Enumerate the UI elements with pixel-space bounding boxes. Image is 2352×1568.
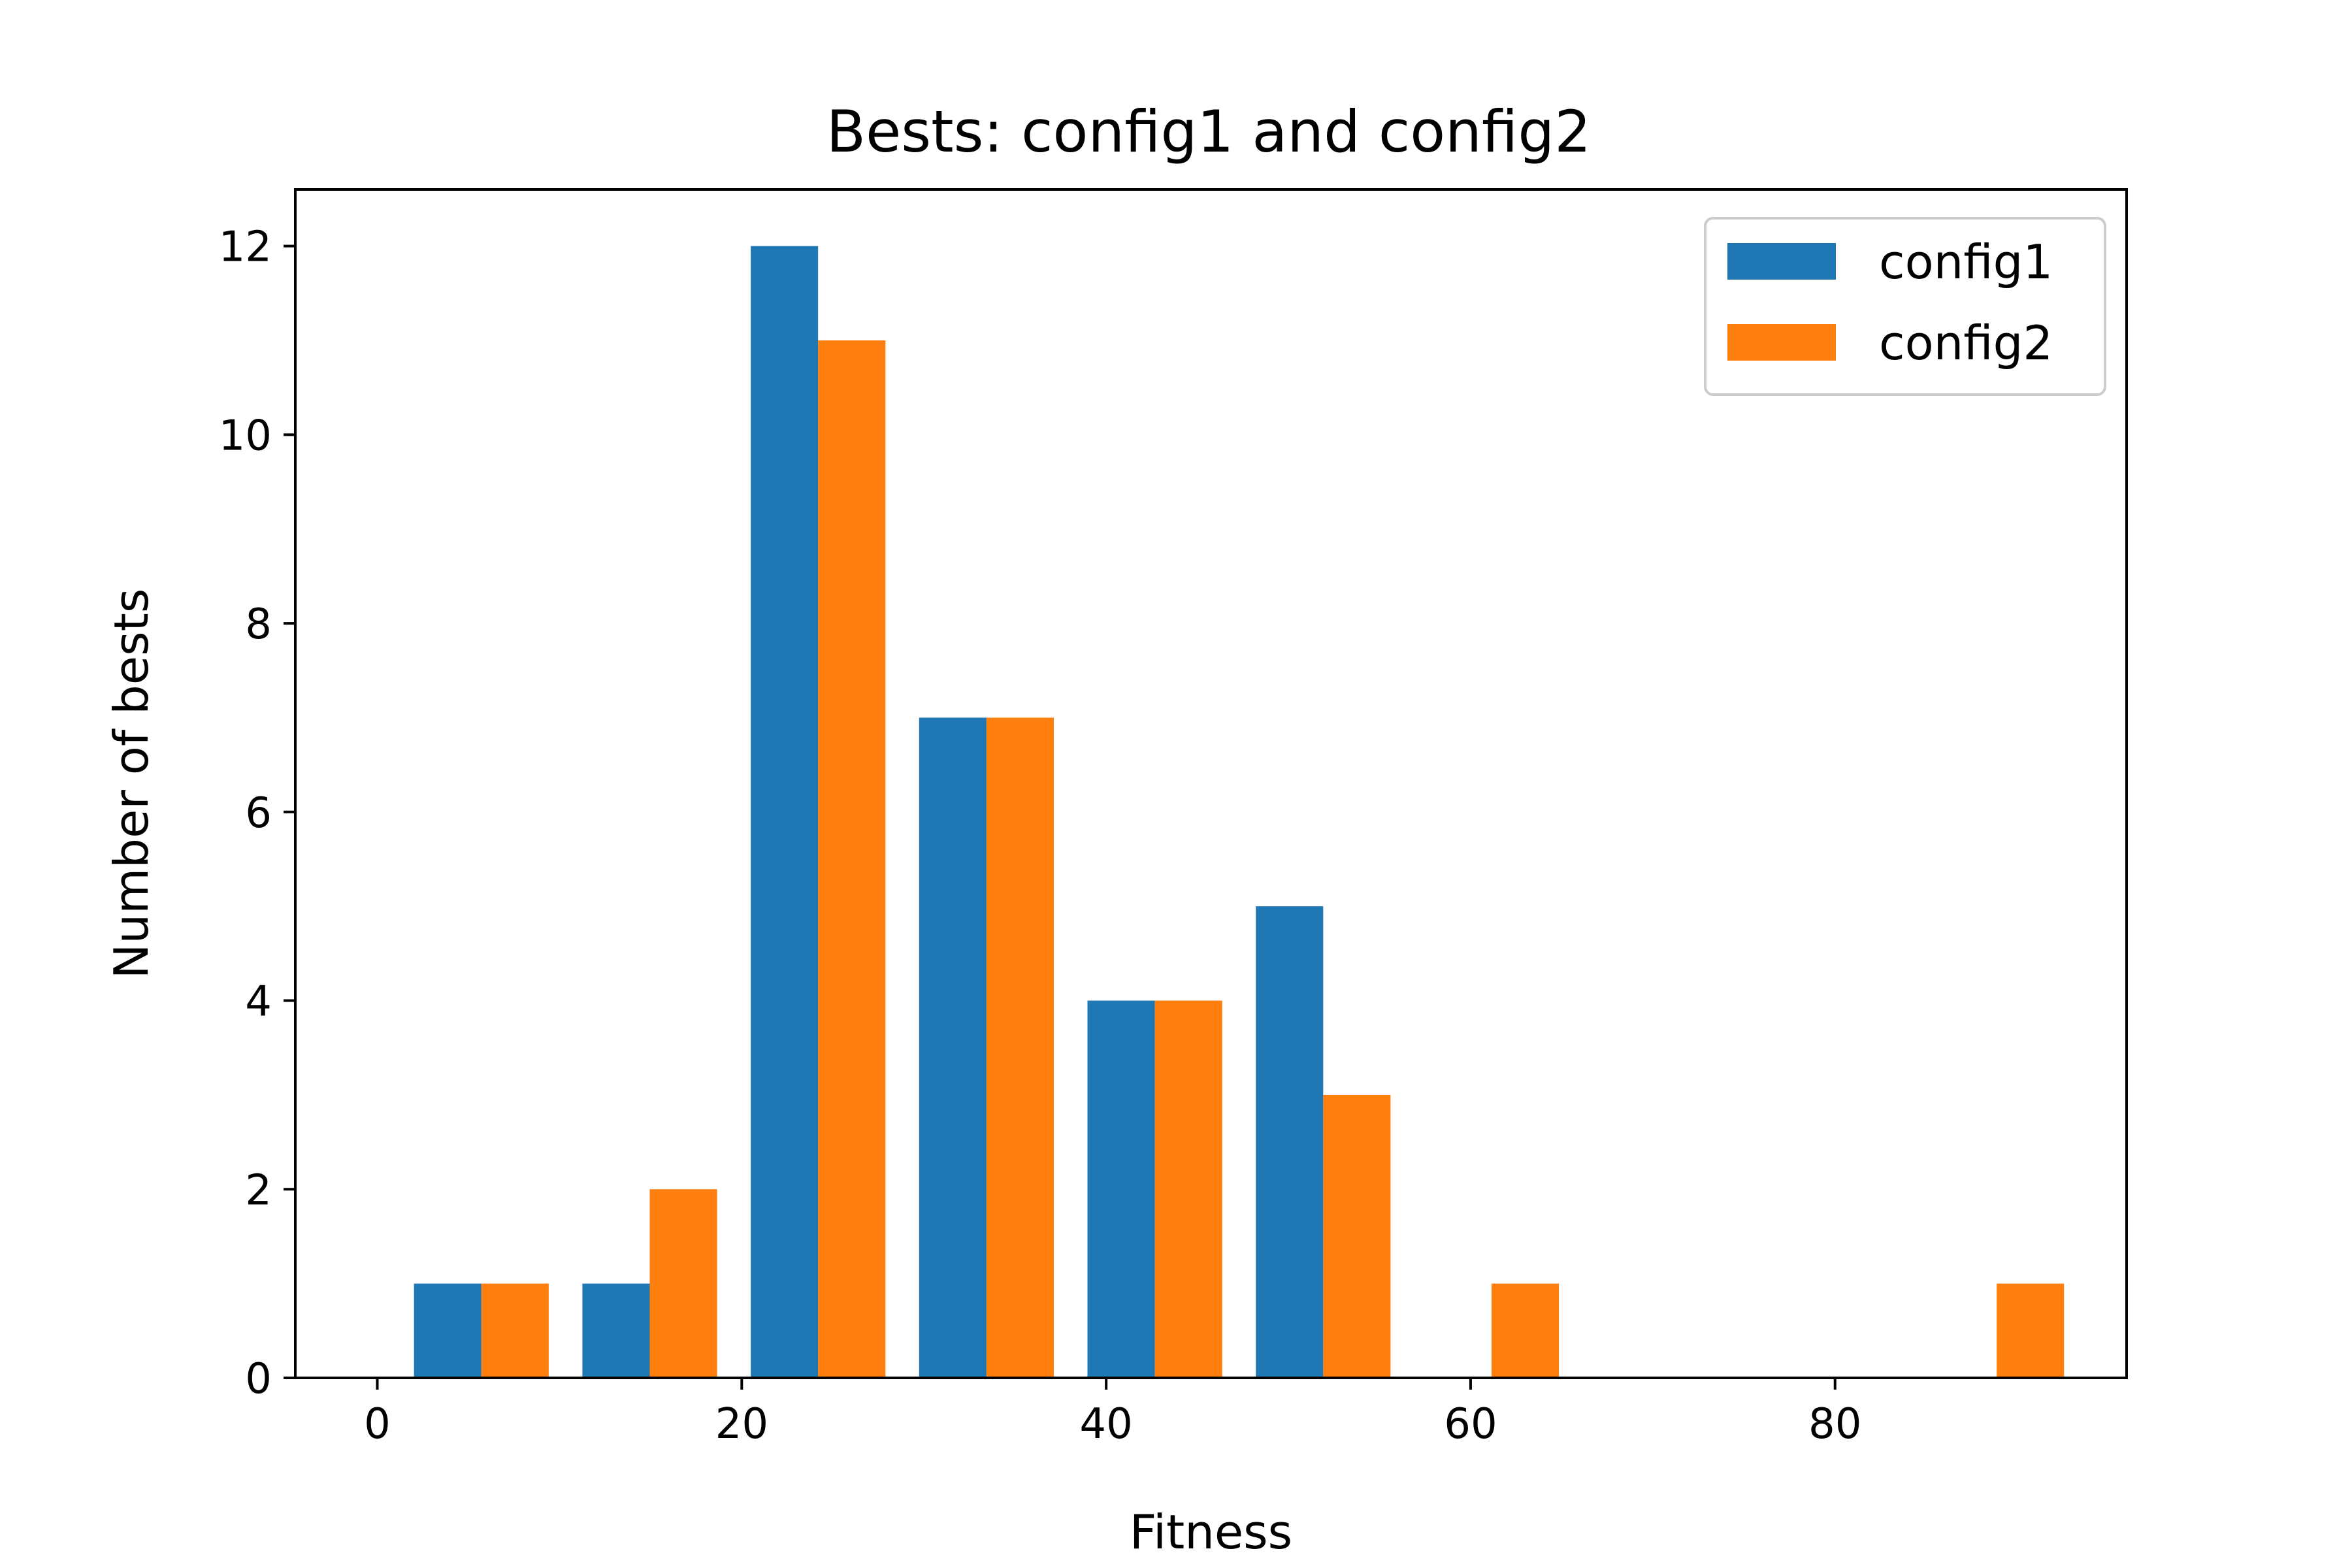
y-tick-label: 12 [219,223,272,272]
bar-config2 [649,1189,717,1378]
bar-config1 [919,717,987,1378]
x-tick-label: 40 [1079,1400,1132,1448]
bar-config2 [1492,1283,1560,1378]
legend-swatch-config2 [1727,324,1836,361]
y-tick-label: 0 [245,1355,272,1403]
y-tick-label: 10 [219,412,272,460]
x-axis: 0 20 40 60 80 [364,1378,1861,1448]
y-tick-label: 8 [245,600,272,649]
legend-swatch-config1 [1727,243,1836,280]
x-tick-label: 20 [715,1400,768,1448]
bar-config2 [1154,1000,1222,1378]
y-tick-label: 4 [245,978,272,1026]
bar-config1 [1087,1000,1155,1378]
bars-layer [414,246,2065,1379]
legend-label-config1: config1 [1879,235,2053,289]
bar-config1 [582,1283,650,1378]
bar-config2 [818,340,886,1378]
bar-config2 [1997,1283,2065,1378]
y-tick-label: 2 [245,1166,272,1215]
legend-label-config2: config2 [1879,316,2053,370]
chart-title: Bests: config1 and config2 [826,98,1591,165]
y-axis-label: Number of bests [104,589,159,979]
bar-config1 [414,1283,482,1378]
x-tick-label: 60 [1444,1400,1497,1448]
y-tick-label: 6 [245,789,272,838]
plot-frame [294,188,2128,1379]
bar-config1 [751,246,819,1379]
x-axis-label: Fitness [1130,1505,1292,1560]
bar-config2 [986,717,1054,1378]
bar-config1 [1256,906,1324,1378]
bar-config2 [481,1283,549,1378]
x-tick-label: 0 [364,1400,391,1448]
bar-config2 [1323,1094,1391,1378]
y-axis: 0 2 4 6 8 10 12 [219,223,295,1403]
x-tick-label: 80 [1808,1400,1861,1448]
legend: config1 config2 [1704,217,2106,396]
